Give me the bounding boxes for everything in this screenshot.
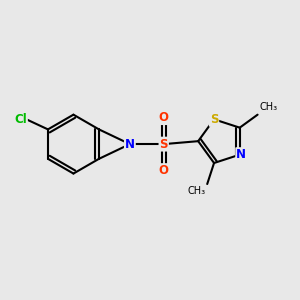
Text: N: N — [236, 148, 246, 161]
Text: CH₃: CH₃ — [188, 186, 206, 197]
Text: S: S — [210, 113, 218, 126]
Text: Cl: Cl — [14, 112, 27, 126]
Text: CH₃: CH₃ — [259, 102, 277, 112]
Text: O: O — [159, 111, 169, 124]
Text: N: N — [125, 138, 135, 151]
Text: S: S — [160, 138, 168, 151]
Text: O: O — [159, 164, 169, 177]
